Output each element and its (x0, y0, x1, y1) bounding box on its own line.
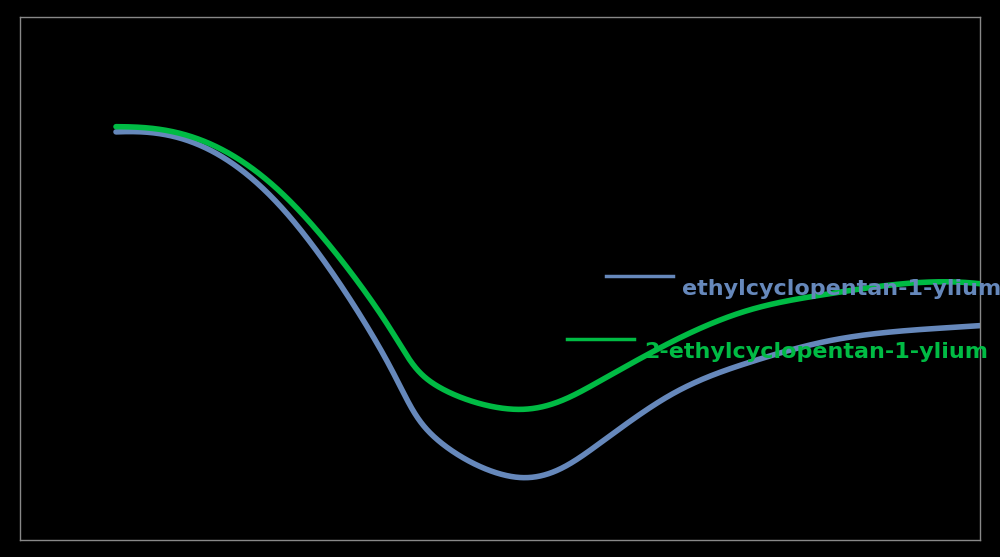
Text: 2-ethylcyclopentan-1-ylium: 2-ethylcyclopentan-1-ylium (644, 342, 988, 362)
Text: ethylcyclopentan-1-ylium: ethylcyclopentan-1-ylium (682, 279, 1000, 299)
